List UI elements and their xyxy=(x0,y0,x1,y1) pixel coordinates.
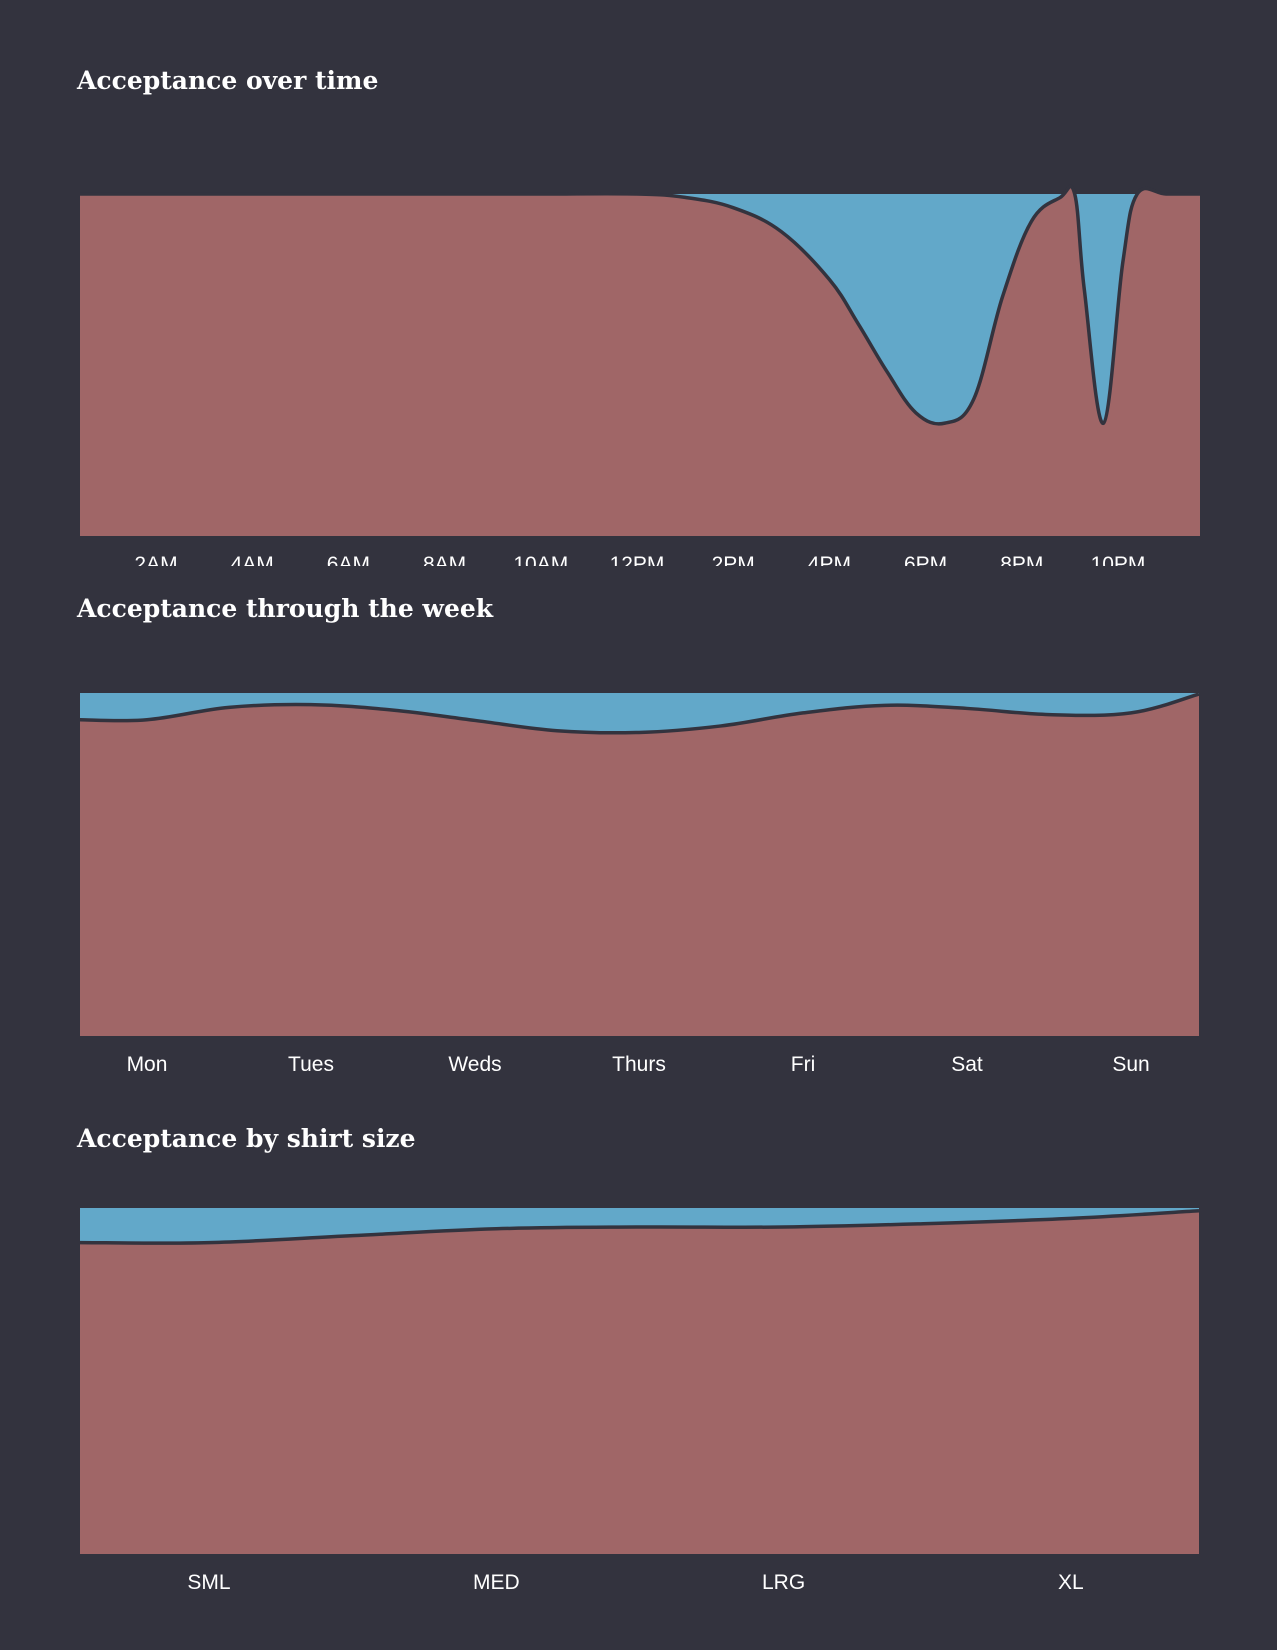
chart-canvas: 2AM 4AM 6AM 8AM 10AM 12PM 2PM 4PM 6PM 8PM 10PM xyxy=(79,184,1200,566)
x-tick-label: Weds xyxy=(448,1053,501,1076)
x-tick-label: Sun xyxy=(1112,1053,1149,1076)
x-tick-label: MED xyxy=(473,1571,520,1594)
chart-canvas: Mon Tues Weds Thurs Fri Sat Sun xyxy=(79,692,1200,1076)
x-tick-label: SML xyxy=(187,1571,230,1594)
rejected-area xyxy=(80,1210,1199,1554)
chart-title: Acceptance through the week xyxy=(77,594,494,623)
x-tick-label: Thurs xyxy=(612,1053,666,1076)
x-tick-label: 12PM xyxy=(610,553,665,566)
x-tick-label: 4AM xyxy=(231,553,274,566)
x-tick-label: 4PM xyxy=(808,553,851,566)
x-tick-label: 8AM xyxy=(423,553,466,566)
x-tick-label: 2PM xyxy=(712,553,755,566)
series-line xyxy=(79,184,1200,426)
x-tick-label: 6AM xyxy=(327,553,370,566)
rejected-area xyxy=(80,694,1199,1036)
x-tick-label: 10AM xyxy=(513,553,568,566)
chart-title: Acceptance over time xyxy=(77,66,379,95)
x-tick-label: XL xyxy=(1058,1571,1084,1594)
x-tick-label: Mon xyxy=(127,1053,168,1076)
x-tick-label: 6PM xyxy=(904,553,947,566)
chart-title: Acceptance by shirt size xyxy=(77,1124,416,1153)
x-tick-label: 10PM xyxy=(1091,553,1146,566)
series-line xyxy=(79,1209,1200,1245)
x-tick-label: 2AM xyxy=(134,553,177,566)
rejected-area xyxy=(80,186,1200,536)
x-tick-label: LRG xyxy=(762,1571,805,1594)
chart-canvas: SML MED LRG XL xyxy=(79,1208,1200,1594)
x-tick-label: Sat xyxy=(951,1053,983,1076)
series-line xyxy=(79,692,1200,735)
x-tick-label: 8PM xyxy=(1000,553,1043,566)
x-tick-label: Tues xyxy=(288,1053,334,1076)
x-tick-label: Fri xyxy=(791,1053,816,1076)
